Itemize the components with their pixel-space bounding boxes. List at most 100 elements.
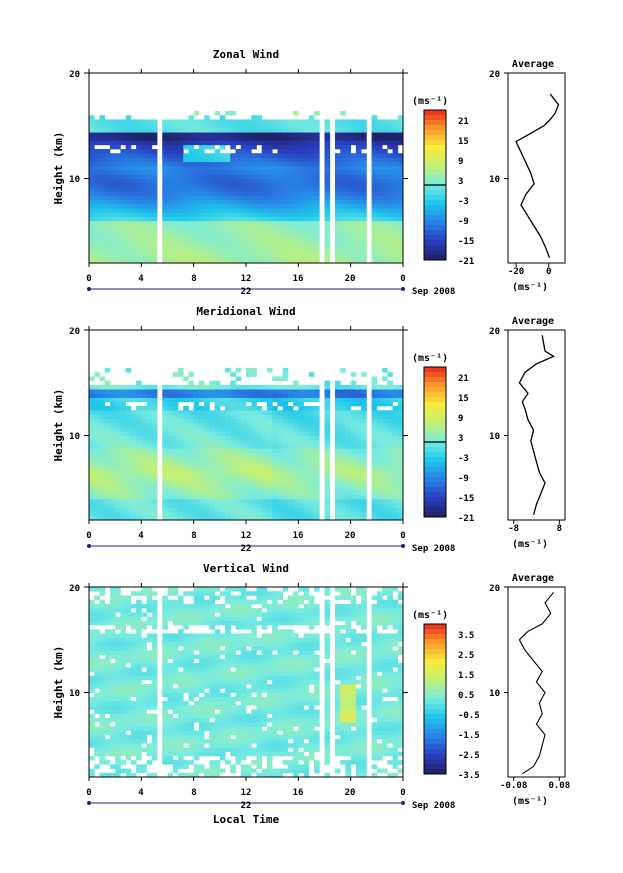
heatmap-cell — [230, 612, 236, 617]
heatmap-cell — [94, 127, 100, 133]
heatmap-cell — [141, 229, 147, 234]
heatmap-cell — [235, 136, 242, 141]
heatmap-cell — [355, 149, 362, 154]
vertical-wind-panel: Vertical Wind Height (km) 20 10 0 4 8 12… — [52, 562, 570, 826]
heatmap-cell — [376, 384, 383, 390]
heatmap-cell — [115, 701, 121, 706]
heatmap-cell — [293, 165, 299, 171]
heatmap-cell — [204, 414, 210, 420]
heatmap-cell — [324, 119, 331, 125]
heatmap-cell — [324, 393, 331, 398]
heatmap-cell — [293, 498, 299, 504]
heatmap-cell — [350, 119, 357, 125]
heatmap-cell — [230, 178, 236, 184]
heatmap-cell — [298, 203, 304, 209]
heatmap-cell — [251, 144, 257, 150]
heatmap-cell — [193, 410, 200, 415]
heatmap-cell — [340, 187, 346, 192]
heatmap-cell — [198, 684, 205, 689]
heatmap-cell — [392, 144, 399, 150]
heatmap-cell — [282, 397, 289, 403]
heatmap-cell — [146, 469, 153, 474]
heatmap-cell — [376, 191, 383, 196]
heatmap-cell — [177, 368, 184, 373]
heatmap-cell — [261, 119, 268, 125]
heatmap-cell — [376, 220, 383, 226]
heatmap-cell — [308, 439, 315, 445]
heatmap-cell — [261, 439, 268, 445]
heatmap-cell — [214, 448, 221, 453]
heatmap-cell — [193, 456, 200, 462]
heatmap-cell — [209, 650, 215, 655]
heatmap-cell — [355, 144, 362, 150]
heatmap-cell — [130, 482, 137, 487]
heatmap-cell — [172, 705, 179, 710]
heatmap-cell — [350, 444, 357, 449]
heatmap-cell — [167, 751, 174, 757]
heatmap-cell — [89, 422, 95, 428]
heatmap-cell — [340, 174, 346, 179]
heatmap-cell — [115, 410, 121, 415]
heatmap-cell — [172, 709, 179, 715]
heatmap-cell — [104, 688, 111, 693]
heatmap-cell — [183, 515, 189, 521]
heatmap-cell — [345, 170, 352, 175]
heatmap-cell — [141, 178, 147, 184]
heatmap-cell — [308, 435, 315, 441]
heatmap-cell — [277, 174, 284, 179]
heatmap-cell — [350, 439, 357, 445]
heatmap-cell — [382, 140, 388, 146]
heatmap-cell — [392, 149, 399, 154]
heatmap-cell — [109, 482, 116, 487]
heatmap-cell — [130, 701, 137, 706]
heatmap-cell — [99, 726, 106, 731]
heatmap-cell — [104, 216, 111, 222]
heatmap-cell — [397, 237, 404, 243]
heatmap-cell — [146, 153, 153, 158]
heatmap-cell — [146, 511, 153, 517]
heatmap-cell — [230, 654, 236, 660]
heatmap-cell — [193, 208, 200, 213]
heatmap-cell — [146, 507, 153, 512]
heatmap-cell — [287, 414, 294, 420]
heatmap-cell — [287, 119, 294, 125]
heatmap-cell — [256, 384, 263, 390]
heatmap-cell — [130, 671, 137, 677]
heatmap-cell — [230, 144, 236, 150]
heatmap-cell — [272, 393, 278, 398]
heatmap-cell — [266, 384, 273, 390]
heatmap-cell — [94, 679, 100, 685]
heatmap-cell — [115, 608, 121, 613]
heatmap-cell — [204, 646, 210, 651]
heatmap-cell — [272, 182, 278, 188]
heatmap-cell — [120, 675, 127, 681]
heatmap-cell — [115, 503, 121, 508]
heatmap-cell — [151, 486, 158, 491]
heatmap-cell — [219, 422, 226, 428]
heatmap-cell — [251, 225, 257, 230]
heatmap-cell — [177, 739, 184, 744]
heatmap-cell — [109, 633, 116, 639]
colorbar-swatch — [424, 402, 446, 408]
heatmap-cell — [109, 616, 116, 622]
heatmap-cell — [188, 465, 195, 470]
heatmap-cell — [146, 401, 153, 407]
heatmap-cell — [261, 246, 268, 251]
heatmap-cell — [334, 410, 341, 415]
heatmap-cell — [225, 460, 231, 466]
heatmap-cell — [324, 220, 331, 226]
heatmap-cell — [261, 170, 268, 175]
heatmap-cell — [225, 250, 231, 255]
heatmap-cell — [193, 161, 200, 167]
heatmap-cell — [345, 507, 352, 512]
heatmap-cell — [334, 191, 341, 196]
heatmap-cell — [99, 203, 106, 209]
heatmap-cell — [167, 663, 174, 668]
heatmap-cell — [371, 482, 378, 487]
heatmap-cell — [376, 414, 383, 420]
heatmap-cell — [350, 414, 357, 420]
heatmap-cell — [151, 389, 158, 394]
heatmap-cell — [99, 684, 106, 689]
heatmap-cell — [282, 191, 289, 196]
heatmap-cell — [130, 477, 137, 483]
